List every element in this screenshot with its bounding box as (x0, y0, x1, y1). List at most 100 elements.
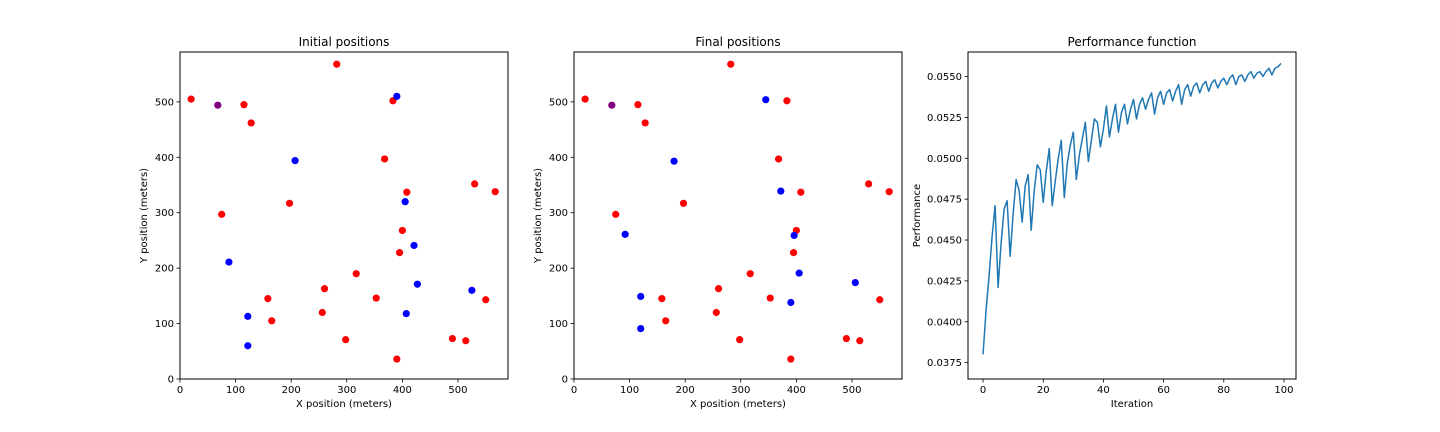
data-point (380, 155, 389, 163)
data-point (797, 188, 805, 196)
x-tick-label: 200 (282, 385, 301, 396)
data-point (621, 230, 629, 238)
data-point (762, 96, 770, 104)
y-tick-label: 0.0500 (927, 154, 962, 165)
data-point (658, 295, 666, 303)
data-point (714, 285, 723, 293)
x-ticks: 0 100 200 300 400 500 (177, 379, 468, 396)
x-tick-label: 100 (226, 385, 245, 396)
data-point (468, 286, 476, 294)
y-axis-label: Y position (meters) (533, 168, 544, 264)
data-point (320, 285, 329, 293)
data-point (641, 119, 649, 127)
x-tick-label: 500 (842, 385, 861, 396)
x-tick-label: 300 (731, 385, 750, 396)
plot-frame (967, 51, 1297, 380)
data-point (225, 258, 233, 266)
data-point (187, 95, 195, 103)
data-point (482, 296, 490, 304)
data-point (352, 270, 360, 278)
data-point (393, 355, 401, 363)
subplot-performance: Performance function Iteration Performan… (912, 35, 1297, 410)
data-point (783, 97, 791, 105)
x-tick-label: 40 (1097, 385, 1110, 396)
data-point (342, 336, 350, 344)
x-ticks: 0 20 40 60 80 100 (980, 379, 1294, 396)
y-tick-label: 400 (549, 153, 568, 164)
chart-title: Initial positions (299, 35, 390, 49)
data-layer (982, 62, 1282, 355)
data-point (885, 188, 893, 196)
data-point (247, 119, 255, 127)
data-point (679, 199, 688, 207)
data-point (264, 295, 272, 303)
y-ticks: 0 100 200 300 400 500 (549, 97, 574, 386)
x-ticks: 0 100 200 300 400 500 (571, 379, 862, 396)
data-point (244, 342, 252, 350)
data-point (372, 294, 380, 302)
data-point (393, 92, 401, 100)
data-point (856, 337, 864, 345)
y-tick-label: 0.0550 (927, 72, 962, 83)
data-point (736, 336, 744, 344)
data-point (214, 101, 222, 109)
data-point (285, 199, 294, 207)
data-point (403, 188, 411, 196)
x-tick-label: 0 (177, 385, 183, 396)
subplot-initial: Initial positions X position (meters) Y … (139, 35, 509, 410)
y-ticks: 0 100 200 300 400 500 (155, 97, 180, 386)
x-axis-label: Iteration (1111, 399, 1153, 410)
x-tick-label: 400 (393, 385, 412, 396)
data-point (865, 180, 873, 188)
x-tick-label: 500 (448, 385, 467, 396)
data-point (670, 157, 678, 165)
data-point (746, 270, 754, 278)
x-tick-label: 0 (571, 385, 577, 396)
x-tick-label: 100 (1274, 385, 1293, 396)
data-point (612, 210, 620, 218)
y-tick-label: 0.0475 (927, 195, 962, 206)
data-point (727, 60, 735, 68)
data-point (462, 337, 470, 345)
y-tick-label: 300 (155, 208, 174, 219)
data-point (766, 294, 774, 302)
x-tick-label: 0 (980, 385, 986, 396)
data-layer (187, 60, 499, 363)
x-tick-label: 100 (620, 385, 639, 396)
data-point (240, 101, 248, 109)
x-tick-label: 80 (1217, 385, 1230, 396)
data-point (318, 308, 326, 317)
data-point (401, 198, 409, 206)
y-tick-label: 400 (155, 153, 174, 164)
chart-title: Performance function (1068, 35, 1197, 49)
data-point (395, 249, 404, 257)
data-point (876, 296, 884, 304)
x-tick-label: 20 (1037, 385, 1050, 396)
data-point (413, 280, 421, 288)
x-axis-label: X position (meters) (690, 399, 786, 410)
x-tick-label: 200 (676, 385, 695, 396)
y-axis-label: Y position (meters) (139, 168, 150, 264)
data-point (608, 101, 616, 109)
data-point (333, 60, 341, 68)
y-tick-label: 200 (549, 264, 568, 275)
y-tick-label: 0.0450 (927, 236, 962, 247)
y-tick-label: 0.0400 (927, 317, 962, 328)
y-tick-label: 0.0375 (927, 358, 962, 369)
data-point (787, 355, 795, 363)
x-tick-label: 60 (1157, 385, 1170, 396)
x-tick-label: 300 (337, 385, 356, 396)
data-point (634, 101, 642, 109)
data-point (662, 317, 670, 325)
x-axis-label: X position (meters) (296, 399, 392, 410)
y-tick-label: 500 (549, 97, 568, 108)
x-tick-label: 400 (787, 385, 806, 396)
data-point (218, 210, 226, 218)
y-tick-label: 200 (155, 264, 174, 275)
y-ticks: 0.0375 0.0400 0.0425 0.0450 0.0475 0.0500 0.05… (927, 72, 968, 369)
y-axis-label: Performance (912, 184, 923, 247)
plot-frame (573, 51, 903, 380)
y-tick-label: 0.0425 (927, 276, 962, 287)
data-point (851, 278, 859, 287)
